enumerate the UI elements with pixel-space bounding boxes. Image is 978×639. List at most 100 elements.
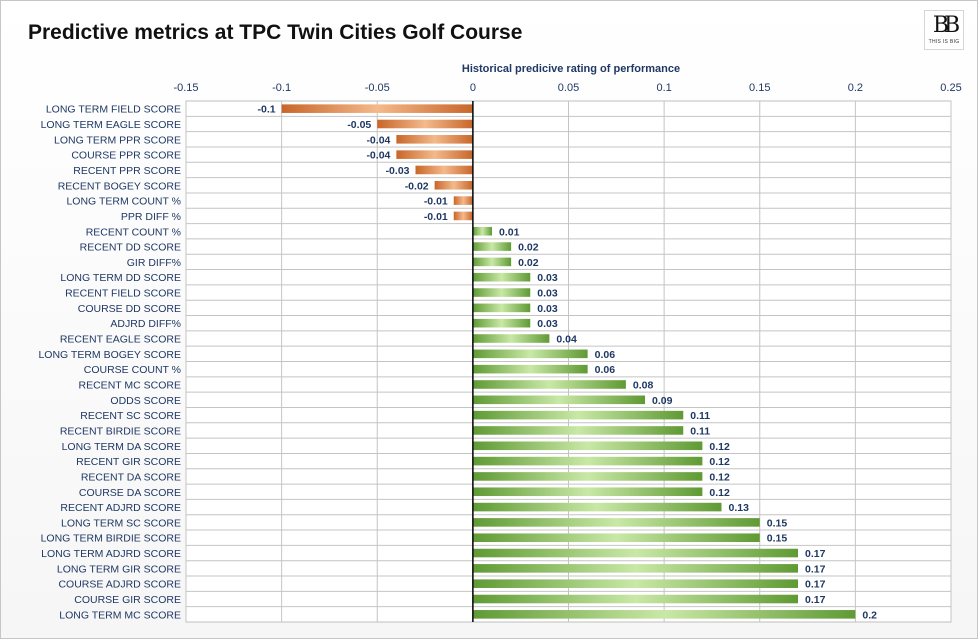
bar [472,456,703,466]
value-label: -0.01 [424,196,448,208]
value-label: 0.02 [518,242,539,254]
bar [396,150,473,159]
value-label: 0.06 [595,364,616,376]
bar [472,242,512,251]
category-label: LONG TERM DA SCORE [62,441,181,453]
value-label: 0.17 [805,563,826,575]
value-label: 0.17 [805,548,826,560]
category-label: LONG TERM PPR SCORE [54,134,181,146]
bar [472,487,703,497]
bar [472,318,531,328]
category-label: COURSE DA SCORE [79,487,181,499]
category-label: COURSE ADJRD SCORE [58,579,181,591]
bar [472,533,760,543]
value-label: 0.03 [537,272,558,284]
value-label: 0.09 [652,395,673,407]
value-label: 0.04 [556,334,577,346]
value-label: 0.11 [690,425,710,437]
category-labels: LONG TERM FIELD SCORE LONG TERM EAGLE SCO… [38,104,181,622]
value-label: -0.02 [405,180,429,192]
category-label: LONG TERM DD SCORE [60,272,181,284]
value-label: -0.05 [347,119,371,131]
category-label: RECENT GIR SCORE [76,456,181,468]
bar [453,211,473,221]
bar [472,548,798,558]
category-label: COURSE DD SCORE [78,303,181,315]
value-label: 0.15 [767,517,788,529]
value-label: 0.12 [709,471,730,483]
bar [453,196,473,205]
x-tick-label: 0.25 [940,82,961,94]
bar [472,410,684,420]
chart-title: Predictive metrics at TPC Twin Cities Go… [28,21,523,44]
category-label: RECENT FIELD SCORE [65,288,181,300]
category-label: RECENT BOGEY SCORE [58,180,181,192]
category-label: RECENT EAGLE SCORE [60,334,181,346]
value-label: 0.12 [709,456,730,468]
bar [472,502,722,512]
x-tick-labels: -0.15 -0.1 -0.05 0 0.05 0.1 0.15 0.2 0.25 [173,82,961,94]
bar [377,119,473,129]
x-tick-label: 0.05 [558,82,579,94]
bar [415,165,473,175]
value-label: -0.1 [258,104,276,116]
category-label: RECENT SC SCORE [80,410,181,422]
value-label: 0.08 [633,379,654,391]
bar [472,395,645,405]
value-label: -0.04 [366,134,390,146]
category-label: PPR DIFF % [121,211,181,223]
value-label: 0.01 [499,226,520,238]
category-label: RECENT COUNT % [86,226,181,238]
category-label: RECENT PPR SCORE [73,165,181,177]
bar [434,180,473,190]
x-axis-title: Historical predicive rating of performan… [461,63,681,75]
value-labels: -0.1 -0.05 -0.04 -0.04 -0.03 -0.02 -0.01 -0.01 0… [258,104,878,622]
bar [472,303,531,313]
x-tick-label: 0.1 [656,82,671,94]
value-label: 0.15 [767,533,788,545]
bar [472,594,798,604]
value-label: 0.12 [709,441,730,453]
bar [281,104,473,113]
category-label: GIR DIFF% [127,257,181,269]
category-label: RECENT DD SCORE [80,242,181,254]
value-label: 0.03 [537,318,558,330]
category-label: RECENT MC SCORE [79,379,181,391]
category-label: LONG TERM MC SCORE [59,609,181,621]
category-label: LONG TERM FIELD SCORE [46,104,181,116]
category-label: LONG TERM BIRDIE SCORE [41,533,181,545]
value-label: 0.17 [805,594,826,606]
value-label: 0.03 [537,288,558,300]
bar [472,610,856,619]
value-label: 0.13 [729,502,750,514]
category-label: ADJRD DIFF% [110,318,181,330]
x-tick-label: 0.15 [749,82,770,94]
bar [472,226,492,236]
category-label: RECENT ADJRD SCORE [60,502,181,514]
logo-mark: BB [932,13,960,38]
bar [472,349,588,359]
bar [472,257,512,267]
bar [472,518,760,527]
bar [472,364,588,374]
x-tick-label: 0 [470,82,476,94]
bar [472,380,626,389]
category-label: RECENT BIRDIE SCORE [60,425,181,437]
brand-logo: BB THIS IS BIG [924,10,964,50]
bar [472,472,703,481]
value-label: -0.03 [386,165,410,177]
bar [396,135,473,144]
x-tick-label: 0.2 [848,82,863,94]
category-label: COURSE GIR SCORE [74,594,181,606]
value-label: 0.12 [709,487,730,499]
category-label: COURSE COUNT % [84,364,181,376]
category-label: LONG TERM COUNT % [66,196,181,208]
value-label: 0.02 [518,257,539,269]
category-label: LONG TERM EAGLE SCORE [41,119,181,131]
category-label: LONG TERM ADJRD SCORE [41,548,181,560]
bars [281,104,856,619]
value-label: 0.11 [690,410,710,422]
x-tick-label: -0.15 [173,82,198,94]
category-label: COURSE PPR SCORE [71,150,181,162]
